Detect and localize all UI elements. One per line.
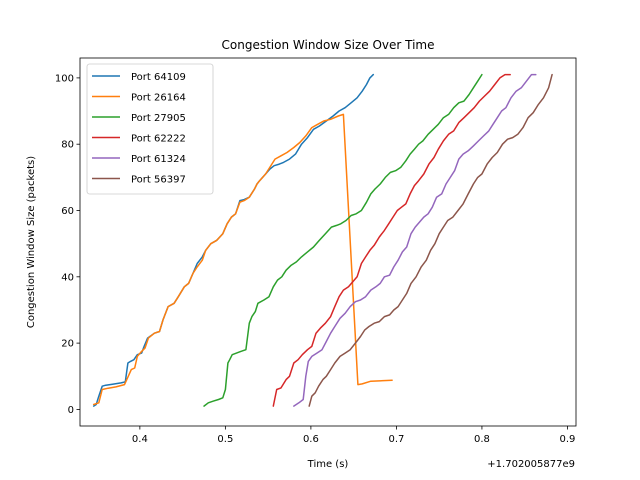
x-axis: 0.4 0.5 0.6 0.7 0.8 0.9 <box>132 426 575 445</box>
series-line-5 <box>308 73 553 407</box>
y-tick-label: 40 <box>61 272 74 283</box>
x-tick-label: 0.8 <box>474 434 490 445</box>
series-line-1 <box>92 113 393 406</box>
series-line-2 <box>203 73 483 407</box>
x-axis-offset-label: +1.702005877e9 <box>487 459 575 470</box>
x-tick-label: 0.4 <box>132 434 148 445</box>
y-axis: 0 20 40 60 80 100 <box>55 73 80 416</box>
legend-label-0: Port 64109 <box>131 72 186 83</box>
legend: Port 64109 Port 26164 Port 27905 Port 62222… <box>86 63 214 195</box>
y-axis-label: Congestion Window Size (packets) <box>26 156 37 328</box>
legend-label-4: Port 61324 <box>131 154 186 165</box>
y-tick-label: 100 <box>55 73 74 84</box>
x-axis-label: Time (s) <box>307 459 349 470</box>
legend-label-5: Port 56397 <box>131 175 186 186</box>
legend-label-3: Port 62222 <box>131 134 186 145</box>
series-line-3 <box>272 73 511 407</box>
y-tick-label: 0 <box>68 405 74 416</box>
x-tick-label: 0.5 <box>217 434 233 445</box>
chart-title: Congestion Window Size Over Time <box>222 38 435 52</box>
series-layer <box>92 73 553 407</box>
x-tick-label: 0.6 <box>303 434 319 445</box>
legend-label-2: Port 27905 <box>131 113 186 124</box>
legend-label-1: Port 26164 <box>131 93 186 104</box>
x-tick-label: 0.9 <box>559 434 575 445</box>
plot-frame <box>79 57 577 427</box>
x-tick-label: 0.7 <box>388 434 404 445</box>
y-tick-label: 20 <box>61 339 74 350</box>
series-line-4 <box>293 73 537 407</box>
y-tick-label: 60 <box>61 206 74 217</box>
y-tick-label: 80 <box>61 140 74 151</box>
